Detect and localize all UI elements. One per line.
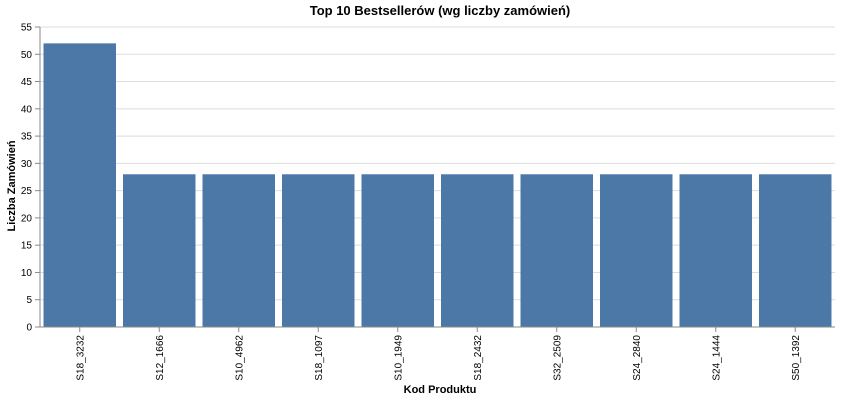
x-tick-label: S10_4962 [234, 335, 245, 381]
y-tick-label: 55 [21, 23, 33, 34]
y-tick-label: 20 [21, 213, 33, 224]
y-tick-label: 25 [21, 186, 33, 197]
bar-s10-1949 [361, 174, 434, 327]
x-tick-label: S24_2840 [632, 335, 643, 381]
y-tick-label: 35 [21, 132, 33, 143]
bar-s24-1444 [679, 174, 752, 327]
bar-s18-3232 [43, 43, 116, 327]
x-axis-title: Kod Produktu [404, 384, 477, 396]
chart-title: Top 10 Bestsellerów (wg liczby zamówień) [310, 3, 571, 18]
x-tick-label: S18_1097 [314, 335, 325, 381]
bars [43, 43, 832, 327]
y-tick-label: 45 [21, 77, 33, 88]
x-tick-label: S18_3232 [75, 335, 86, 381]
axes: 0 5 10 15 20 25 30 35 40 45 50 55 S18_3232 S12_1666 S1… [21, 23, 835, 381]
bar-s50-1392 [759, 174, 832, 327]
y-tick-label: 5 [26, 295, 32, 306]
y-tick-label: 40 [21, 104, 33, 115]
y-axis-title: Liczba Zamówień [6, 140, 18, 231]
y-tick-label: 0 [26, 323, 32, 334]
bar-s12-1666 [123, 174, 196, 327]
y-tick-label: 50 [21, 50, 33, 61]
y-tick-label: 10 [21, 268, 33, 279]
x-tick-label: S50_1392 [791, 335, 802, 381]
x-tick-label: S32_2509 [552, 335, 563, 381]
y-tick-label: 15 [21, 241, 33, 252]
x-tick-label: S10_1949 [393, 335, 404, 381]
bar-s32-2509 [520, 174, 593, 327]
y-tick-label: 30 [21, 159, 33, 170]
x-tick-label: S24_1444 [711, 335, 722, 381]
bar-s24-2840 [600, 174, 673, 327]
bar-s10-4962 [202, 174, 275, 327]
x-tick-label: S12_1666 [155, 335, 166, 381]
bar-s18-2432 [441, 174, 514, 327]
bar-s18-1097 [282, 174, 355, 327]
x-tick-label: S18_2432 [473, 335, 484, 381]
